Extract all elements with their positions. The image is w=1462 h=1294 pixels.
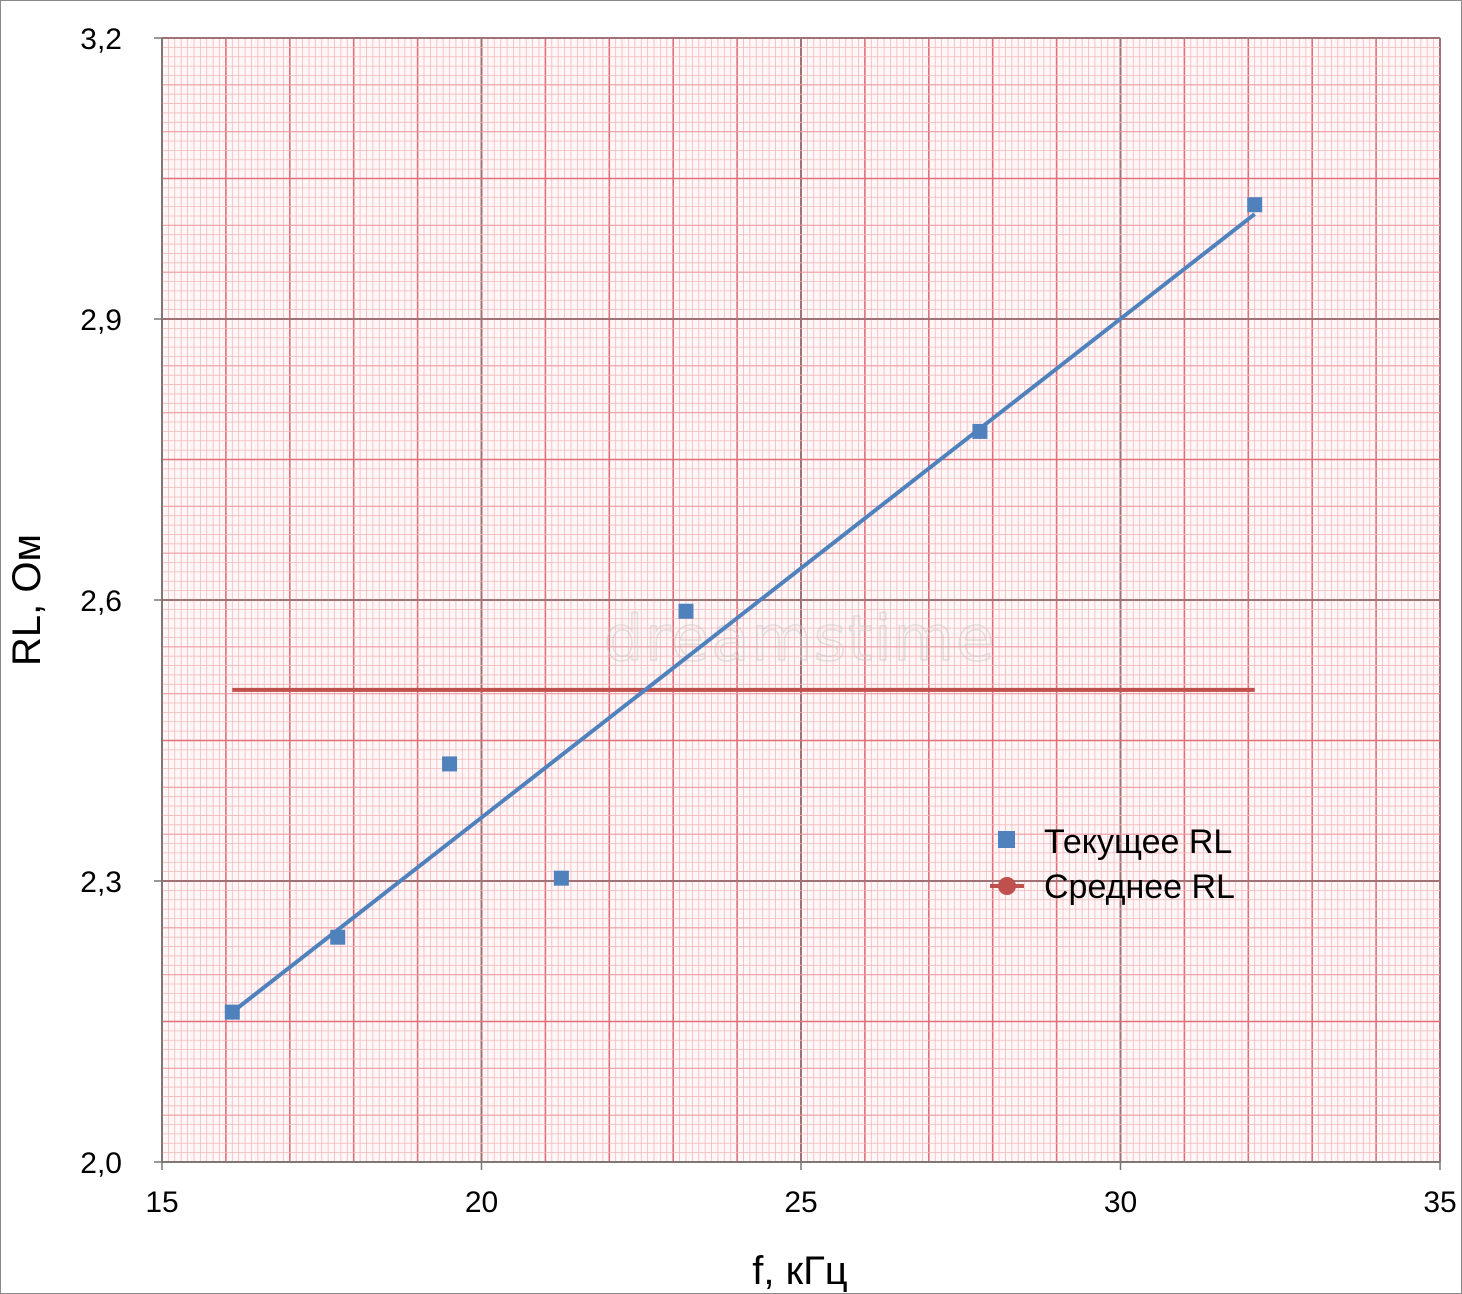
watermark-text: dreamstime [604, 602, 996, 675]
trend-line [231, 212, 1256, 1014]
data-point-marker [1247, 197, 1263, 213]
y-tick-label: 2,6 [80, 585, 122, 618]
data-point-marker [972, 423, 988, 439]
data-point-marker [224, 1004, 240, 1020]
y-tick-label: 3,2 [80, 23, 122, 56]
x-tick-label: 20 [465, 1186, 498, 1219]
x-tick-label: 25 [784, 1186, 817, 1219]
legend-label-average: Среднее RL [1044, 868, 1235, 906]
data-point-marker [678, 603, 694, 619]
x-tick-label: 30 [1104, 1186, 1137, 1219]
data-point-marker [442, 756, 458, 772]
legend-marker-current [998, 831, 1015, 848]
y-tick-label: 2,9 [80, 304, 122, 337]
data-point-marker [330, 929, 346, 945]
x-tick-label: 35 [1423, 1186, 1456, 1219]
y-tick-label: 2,3 [80, 866, 122, 899]
x-tick-label: 15 [145, 1186, 178, 1219]
tick-labels: 15 20 25 30 35 2,0 2,3 2,6 2,9 3,2 [80, 23, 1456, 1219]
legend-label-current: Текущее RL [1044, 823, 1232, 861]
series-layer [224, 197, 1263, 1020]
x-axis-title: f, кГц [752, 1249, 847, 1293]
legend: Текущее RL Среднее RL [990, 823, 1235, 906]
legend-marker-average [998, 877, 1016, 895]
data-point-marker [553, 870, 569, 886]
axes [154, 37, 1441, 1170]
graph-paper-grid [161, 37, 1441, 1163]
y-axis-title: RL, Ом [5, 534, 49, 666]
y-tick-label: 2,0 [80, 1147, 122, 1180]
